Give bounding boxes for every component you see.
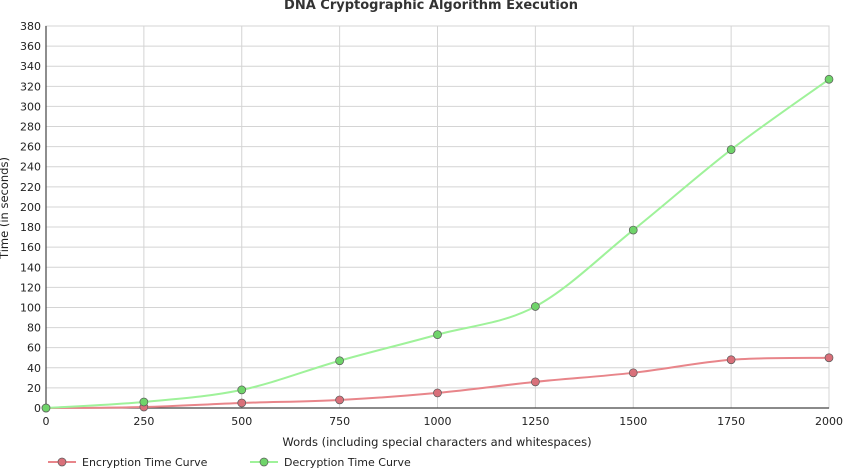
y-tick-label: 200	[20, 201, 41, 214]
data-point[interactable]	[824, 74, 834, 84]
data-point[interactable]	[237, 398, 247, 408]
data-point[interactable]	[531, 377, 540, 387]
y-tick-label: 180	[20, 221, 41, 234]
data-point[interactable]	[726, 355, 736, 365]
y-tick-label: 260	[20, 141, 41, 154]
y-tick-label: 220	[20, 181, 41, 194]
legend[interactable]: Encryption Time Curve Decryption Time Cur…	[48, 456, 411, 469]
x-tick-label: 2000	[815, 415, 843, 428]
y-tick-label: 0	[34, 402, 41, 415]
data-point[interactable]	[237, 385, 247, 395]
y-tick-label: 160	[20, 241, 41, 254]
x-tick-label: 1500	[619, 415, 647, 428]
x-tick-label: 1000	[424, 415, 452, 428]
y-tick-label: 140	[20, 261, 41, 274]
data-point[interactable]	[139, 397, 149, 407]
y-tick-label: 60	[27, 342, 41, 355]
tick-labels: 0 20 40 60 80 100 120 140 160 180 200 220 240 260 280 3…	[20, 20, 843, 428]
x-tick-label: 750	[329, 415, 350, 428]
x-tick-label: 500	[231, 415, 252, 428]
data-point[interactable]	[824, 353, 834, 363]
y-tick-label: 40	[27, 362, 41, 375]
y-tick-label: 320	[20, 80, 41, 93]
y-tick-label: 20	[27, 382, 41, 395]
y-tick-label: 300	[20, 100, 41, 113]
y-tick-label: 120	[20, 281, 41, 294]
y-tick-label: 240	[20, 161, 41, 174]
legend-swatch-marker	[57, 457, 67, 467]
data-point[interactable]	[335, 356, 344, 366]
series-line-decryption	[45, 78, 830, 409]
data-point[interactable]	[41, 403, 51, 413]
data-point[interactable]	[433, 330, 442, 339]
chart-title: DNA Cryptographic Algorithm Execution	[284, 0, 578, 13]
data-point[interactable]	[628, 368, 638, 378]
data-point[interactable]	[433, 388, 442, 398]
y-axis-label: Time (in seconds)	[0, 157, 11, 260]
y-tick-label: 100	[20, 301, 41, 314]
y-tick-label: 380	[20, 20, 41, 33]
series-layer	[41, 74, 834, 413]
legend-label[interactable]: Encryption Time Curve	[82, 456, 208, 469]
grid	[45, 25, 830, 409]
x-tick-label: 0	[43, 415, 50, 428]
x-tick-label: 1750	[717, 415, 745, 428]
y-tick-label: 360	[20, 40, 41, 53]
y-tick-label: 340	[20, 60, 41, 73]
y-tick-label: 80	[27, 322, 41, 335]
data-point[interactable]	[531, 302, 540, 311]
x-axis-label: Words (including special characters and …	[282, 435, 591, 449]
data-point[interactable]	[335, 395, 344, 405]
y-tick-label: 280	[20, 121, 41, 134]
x-tick-label: 250	[133, 415, 154, 428]
legend-swatch-marker	[259, 457, 269, 467]
data-point[interactable]	[726, 145, 736, 154]
data-point[interactable]	[628, 225, 638, 235]
x-tick-label: 1250	[521, 415, 549, 428]
axes	[45, 26, 829, 409]
legend-label[interactable]: Decryption Time Curve	[284, 456, 411, 469]
